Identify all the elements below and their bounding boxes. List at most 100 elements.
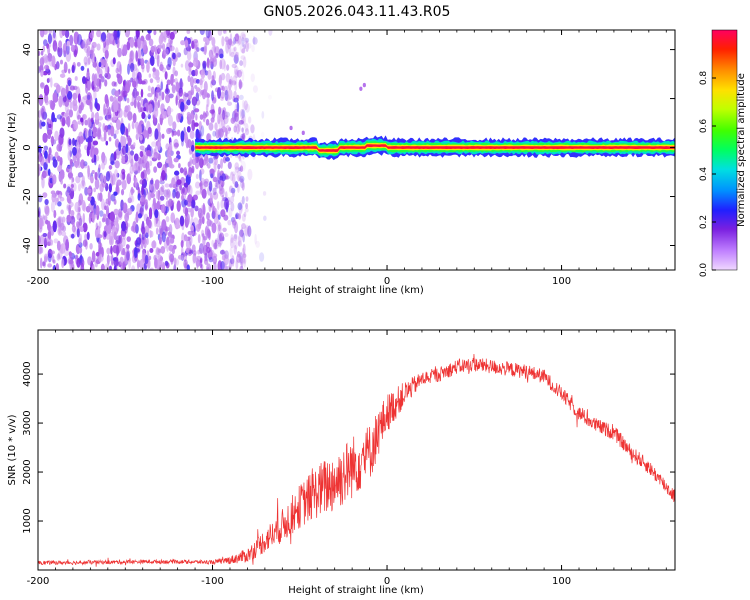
noise-speck	[252, 37, 258, 45]
noise-speck	[240, 160, 246, 172]
noise-speck	[208, 180, 213, 192]
noise-speck	[192, 252, 197, 264]
noise-speck	[234, 81, 238, 92]
noise-speck	[209, 168, 215, 174]
noise-speck	[115, 147, 121, 160]
noise-speck	[204, 226, 209, 237]
noise-speck	[187, 116, 192, 123]
noise-speck	[63, 112, 69, 117]
noise-speck	[137, 213, 142, 219]
noise-speck	[113, 100, 119, 113]
noise-speck	[80, 159, 85, 169]
noise-speck	[179, 78, 183, 90]
noise-speck	[206, 60, 212, 69]
noise-speck	[227, 39, 231, 50]
noise-speck	[217, 260, 223, 270]
noise-speck	[127, 137, 132, 145]
noise-speck	[194, 68, 198, 77]
noise-speck	[263, 215, 267, 221]
noise-speck	[239, 178, 245, 189]
noise-speck	[149, 179, 154, 192]
noise-speck	[52, 30, 56, 39]
noise-speck	[40, 50, 44, 56]
noise-speck	[135, 242, 141, 247]
noise-speck	[241, 223, 246, 229]
noise-speck	[123, 90, 128, 98]
noise-speck	[217, 169, 221, 181]
noise-speck	[151, 240, 156, 249]
noise-speck	[247, 168, 253, 181]
noise-speck	[121, 171, 126, 181]
noise-speck	[178, 87, 184, 97]
noise-speck	[141, 226, 146, 235]
noise-speck	[115, 67, 119, 74]
noise-speck	[59, 73, 66, 78]
noise-speck	[225, 96, 229, 101]
noise-speck	[146, 160, 150, 169]
spectrogram-ytick-label: 0	[22, 144, 33, 150]
noise-speck	[147, 92, 153, 98]
noise-speck	[59, 127, 65, 139]
noise-speck	[57, 201, 62, 207]
noise-speck	[168, 251, 172, 261]
noise-speck	[89, 32, 95, 39]
noise-speck	[57, 194, 62, 199]
noise-speck	[244, 123, 249, 132]
noise-speck	[84, 239, 88, 250]
noise-speck	[52, 40, 58, 52]
colorbar: 0.0 0.2 0.4 0.6 0.8 Normalized spectral ampl…	[699, 29, 747, 277]
noise-speck	[102, 175, 107, 184]
noise-speck	[153, 154, 157, 160]
noise-speck	[125, 128, 129, 138]
noise-speck	[126, 41, 131, 51]
noise-speck	[202, 235, 206, 247]
noise-speck	[126, 104, 131, 113]
noise-speck	[91, 52, 96, 64]
noise-speck	[132, 87, 138, 99]
noise-speck	[103, 129, 107, 142]
noise-speck	[140, 80, 146, 85]
noise-speck	[219, 53, 224, 59]
noise-speck	[196, 47, 200, 52]
noise-speck	[130, 77, 134, 83]
noise-speck	[202, 112, 208, 119]
noise-speck	[173, 257, 177, 266]
spectrogram-plot-area	[38, 30, 675, 270]
noise-speck	[64, 30, 70, 39]
noise-speck	[121, 155, 126, 164]
noise-speck	[227, 89, 233, 100]
noise-speck	[224, 89, 229, 101]
noise-speck	[244, 103, 250, 113]
noise-speck	[89, 242, 93, 250]
noise-speck	[146, 150, 152, 157]
noise-speck	[154, 128, 159, 140]
noise-speck	[169, 39, 173, 48]
noise-speck	[250, 124, 255, 134]
noise-speck	[230, 117, 236, 124]
noise-speck	[128, 190, 134, 203]
noise-speck	[147, 30, 152, 34]
noise-speck	[176, 150, 181, 156]
noise-speck	[171, 191, 176, 199]
noise-speck	[105, 171, 111, 182]
noise-speck	[183, 166, 188, 176]
noise-speck	[237, 175, 241, 182]
noise-speck	[240, 31, 246, 38]
noise-speck	[52, 92, 58, 102]
noise-speck	[227, 219, 232, 226]
noise-speck	[98, 73, 103, 79]
noise-speck	[243, 211, 247, 218]
noise-speck	[197, 134, 201, 140]
noise-speck	[93, 153, 97, 163]
noise-speck	[160, 245, 166, 254]
noise-speck	[211, 75, 215, 83]
noise-speck	[188, 62, 194, 68]
noise-speck	[203, 89, 208, 98]
noise-speck	[238, 120, 244, 125]
noise-speck	[182, 168, 187, 176]
noise-speck	[172, 130, 178, 136]
noise-speck	[158, 48, 161, 53]
noise-speck	[236, 33, 239, 38]
noise-speck	[238, 79, 242, 90]
noise-speck	[48, 30, 52, 34]
